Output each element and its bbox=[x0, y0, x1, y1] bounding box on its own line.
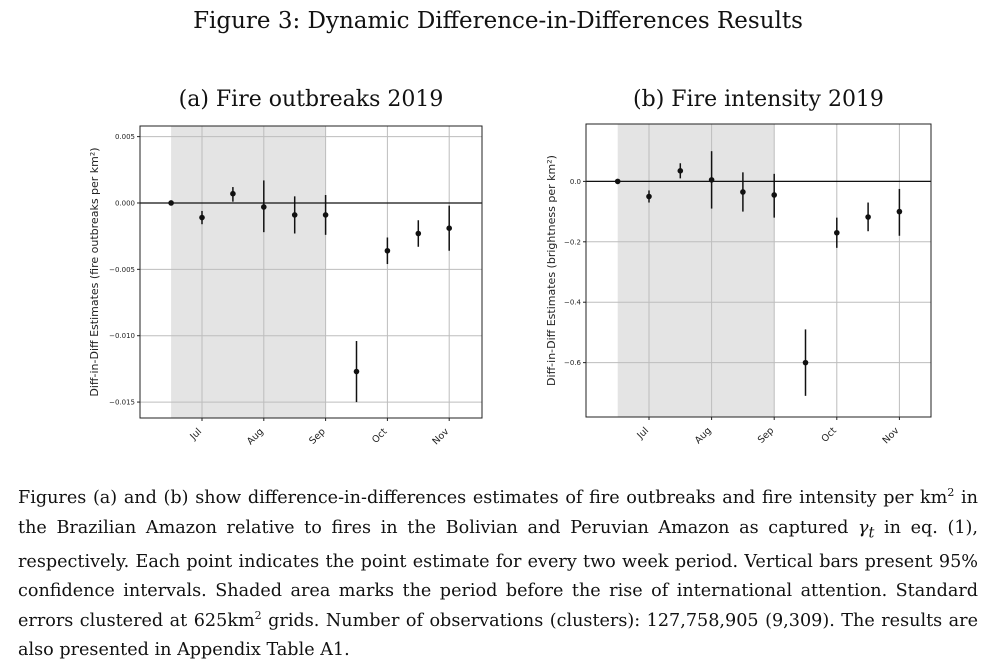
panel-a-ytick-label-2: −0.005 bbox=[109, 266, 135, 274]
panel-b-frame bbox=[585, 123, 932, 418]
panel-a-point-7 bbox=[384, 247, 391, 254]
panel-a-ytick-label-4: −0.015 bbox=[109, 399, 135, 407]
panel-b-ylabel: Diff-in-Diff Estimates (brightness per k… bbox=[545, 155, 558, 386]
panel-a-shaded-period bbox=[171, 126, 326, 418]
panel-a-ytick-label-1: 0.000 bbox=[115, 199, 135, 207]
panel-a-frame bbox=[139, 125, 483, 419]
panel-b-point-9 bbox=[896, 208, 903, 215]
panel-a-ylabel: Diff-in-Diff Estimates (fire outbreaks p… bbox=[88, 147, 101, 396]
figure-caption: Figures (a) and (b) show difference-in-d… bbox=[18, 486, 978, 661]
panel-b-point-5 bbox=[771, 192, 777, 198]
panel-a-ytick-label-3: −0.010 bbox=[109, 332, 135, 340]
panel-a-point-4 bbox=[291, 212, 298, 218]
panel-a: (a) Fire outbreaks 2019 0.005 0.000 −0.005… bbox=[0, 0, 498, 470]
panel-a-point-6 bbox=[353, 368, 360, 375]
panel-a-point-5 bbox=[322, 212, 329, 218]
panel-b-point-3 bbox=[708, 177, 715, 183]
panel-b-point-1 bbox=[646, 193, 652, 200]
panel-b-xtick-label-aug: Aug bbox=[693, 425, 714, 446]
panel-b-point-4 bbox=[740, 189, 746, 195]
chart-b: 0.0 −0.2 −0.4 −0.6 Jul Aug Sep Oct Nov Diff-in-Di… bbox=[545, 123, 932, 446]
panel-a-point-9 bbox=[446, 225, 453, 231]
panel-a-ytick-label-0: 0.005 bbox=[115, 133, 135, 141]
panel-b-point-0 bbox=[614, 178, 621, 185]
panel-b-point-6 bbox=[802, 359, 809, 366]
panel-b-xtick-label-oct: Oct bbox=[820, 425, 840, 445]
panel-b-xtick-label-nov: Nov bbox=[881, 425, 902, 446]
panel-b-ytick-label-0: 0.0 bbox=[570, 178, 581, 186]
panel-b-point-2 bbox=[677, 168, 684, 174]
panel-a-point-0 bbox=[168, 200, 174, 206]
panel-a-title: (a) Fire outbreaks 2019 bbox=[178, 87, 444, 112]
panel-b: (b) Fire intensity 2019 0.0 −0.2 −0.4 −0.6 J… bbox=[545, 87, 932, 446]
panel-a-point-8 bbox=[415, 230, 422, 237]
panel-a-point-1 bbox=[199, 214, 205, 221]
panel-a-point-3 bbox=[261, 204, 267, 210]
panel-b-shaded-period bbox=[617, 124, 775, 417]
panel-b-ytick-label-2: −0.4 bbox=[564, 299, 582, 307]
panel-b-point-7 bbox=[834, 229, 840, 236]
panel-b-point-8 bbox=[865, 214, 871, 220]
panel-b-xtick-label-jul: Jul bbox=[635, 425, 652, 442]
panel-b-ytick-label-3: −0.6 bbox=[564, 359, 582, 367]
figure-title: Figure 3: Dynamic Difference-in-Differen… bbox=[193, 8, 803, 34]
panel-a-point-2 bbox=[230, 190, 236, 197]
panel-b-title: (b) Fire intensity 2019 bbox=[633, 87, 884, 112]
panel-b-ytick-label-1: −0.2 bbox=[564, 238, 581, 246]
panel-b-xtick-label-sep: Sep bbox=[756, 425, 776, 445]
